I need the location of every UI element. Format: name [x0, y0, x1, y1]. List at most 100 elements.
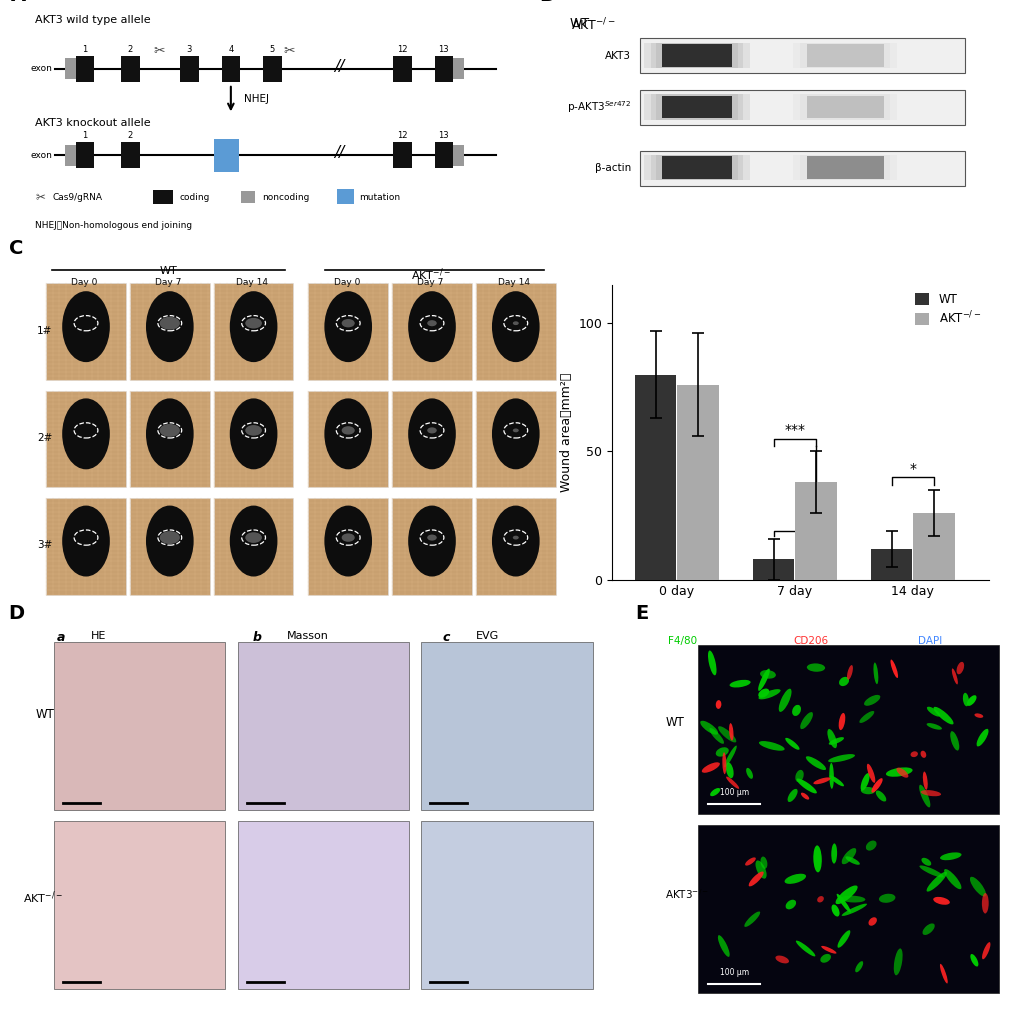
- Ellipse shape: [932, 897, 949, 905]
- Bar: [237, 642, 409, 810]
- Bar: [75, 56, 94, 81]
- Bar: [752, 559, 794, 580]
- Ellipse shape: [969, 877, 985, 897]
- Bar: [130, 284, 209, 380]
- Ellipse shape: [324, 291, 372, 362]
- Ellipse shape: [975, 729, 987, 746]
- Bar: [308, 284, 387, 380]
- Text: 12: 12: [396, 131, 407, 140]
- Ellipse shape: [146, 399, 194, 469]
- Ellipse shape: [699, 721, 717, 734]
- Ellipse shape: [792, 705, 800, 716]
- Text: AKT$^{-/-}$: AKT$^{-/-}$: [571, 17, 615, 34]
- Ellipse shape: [748, 872, 763, 887]
- Bar: [46, 391, 125, 487]
- Ellipse shape: [745, 768, 752, 779]
- Ellipse shape: [408, 399, 455, 469]
- Ellipse shape: [859, 711, 873, 723]
- Circle shape: [513, 321, 519, 325]
- Bar: [54, 821, 225, 990]
- Ellipse shape: [878, 894, 895, 903]
- Ellipse shape: [846, 665, 852, 679]
- Ellipse shape: [828, 763, 834, 789]
- Text: 12: 12: [396, 45, 407, 54]
- Ellipse shape: [760, 856, 766, 869]
- Ellipse shape: [981, 942, 989, 959]
- Text: 4: 4: [228, 45, 233, 54]
- Bar: [392, 391, 471, 487]
- Ellipse shape: [845, 856, 859, 864]
- Bar: [661, 96, 732, 118]
- Text: coding: coding: [179, 193, 210, 201]
- Text: exon: exon: [31, 151, 52, 160]
- Text: AKT3: AKT3: [604, 51, 631, 61]
- Text: β-actin: β-actin: [594, 163, 631, 173]
- Text: a: a: [57, 631, 65, 644]
- Circle shape: [160, 424, 179, 437]
- Text: //: //: [333, 145, 343, 161]
- Ellipse shape: [893, 949, 902, 975]
- Circle shape: [341, 533, 355, 542]
- Ellipse shape: [62, 399, 110, 469]
- Text: 100 μm: 100 μm: [718, 788, 748, 797]
- Circle shape: [245, 425, 262, 435]
- Bar: [635, 374, 676, 580]
- Bar: [421, 821, 592, 990]
- Ellipse shape: [408, 291, 455, 362]
- Ellipse shape: [491, 505, 539, 577]
- Ellipse shape: [491, 291, 539, 362]
- Ellipse shape: [918, 865, 943, 878]
- Ellipse shape: [827, 754, 854, 763]
- Ellipse shape: [758, 741, 784, 751]
- Ellipse shape: [800, 792, 808, 799]
- Circle shape: [513, 536, 519, 539]
- Ellipse shape: [966, 696, 975, 706]
- Circle shape: [245, 532, 262, 543]
- Bar: [179, 56, 199, 81]
- Text: /: /: [768, 636, 771, 646]
- Bar: [130, 497, 209, 595]
- Ellipse shape: [146, 505, 194, 577]
- Bar: [799, 43, 890, 68]
- Ellipse shape: [925, 723, 941, 730]
- Ellipse shape: [860, 787, 874, 794]
- Text: c: c: [442, 631, 449, 644]
- Ellipse shape: [962, 693, 968, 706]
- Ellipse shape: [787, 789, 797, 802]
- Ellipse shape: [755, 860, 766, 879]
- Text: AKT3 wild type allele: AKT3 wild type allele: [36, 15, 151, 24]
- Ellipse shape: [707, 651, 715, 675]
- Ellipse shape: [324, 399, 372, 469]
- Bar: [46, 284, 125, 380]
- Text: NHEJ: NHEJ: [244, 94, 268, 104]
- Text: D: D: [8, 604, 24, 623]
- Text: /: /: [893, 636, 897, 646]
- Ellipse shape: [324, 505, 372, 577]
- Ellipse shape: [709, 788, 719, 796]
- Ellipse shape: [830, 843, 837, 863]
- Ellipse shape: [229, 399, 277, 469]
- Bar: [130, 391, 209, 487]
- Bar: [870, 549, 911, 580]
- Bar: [54, 642, 225, 810]
- Text: WT: WT: [36, 708, 55, 721]
- Bar: [677, 384, 718, 580]
- Circle shape: [341, 426, 355, 434]
- Text: A: A: [11, 0, 26, 5]
- Bar: [476, 391, 555, 487]
- Bar: [153, 190, 172, 204]
- Text: 1#: 1#: [37, 326, 52, 336]
- Ellipse shape: [491, 399, 539, 469]
- Ellipse shape: [812, 845, 821, 873]
- Ellipse shape: [408, 505, 455, 577]
- Bar: [639, 89, 964, 125]
- Ellipse shape: [785, 737, 799, 750]
- Bar: [644, 95, 749, 120]
- Bar: [65, 58, 75, 79]
- Bar: [308, 391, 387, 487]
- Bar: [644, 156, 749, 180]
- Text: 3#: 3#: [37, 540, 52, 550]
- Ellipse shape: [836, 894, 850, 912]
- Ellipse shape: [715, 747, 728, 757]
- Ellipse shape: [820, 946, 836, 954]
